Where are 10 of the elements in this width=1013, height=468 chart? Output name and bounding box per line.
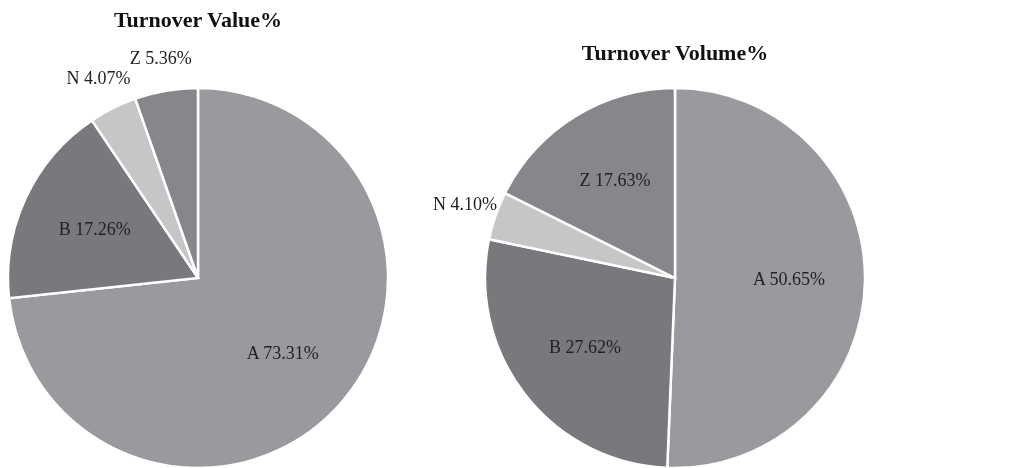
slice-label: A 50.65% [752, 269, 825, 290]
slice-label: B 17.26% [58, 218, 131, 239]
slice-label: N 4.07% [66, 68, 131, 89]
chart-title: Turnover Volume% [581, 40, 769, 65]
slice-label: B 27.62% [549, 337, 622, 358]
slice-label: A 73.31% [246, 343, 319, 364]
slice-label: Z 5.36% [129, 47, 192, 68]
chart-title: Turnover Value% [113, 6, 283, 32]
slice-label: Z 17.63% [579, 170, 651, 191]
slice-label: N 4.10% [433, 194, 497, 215]
